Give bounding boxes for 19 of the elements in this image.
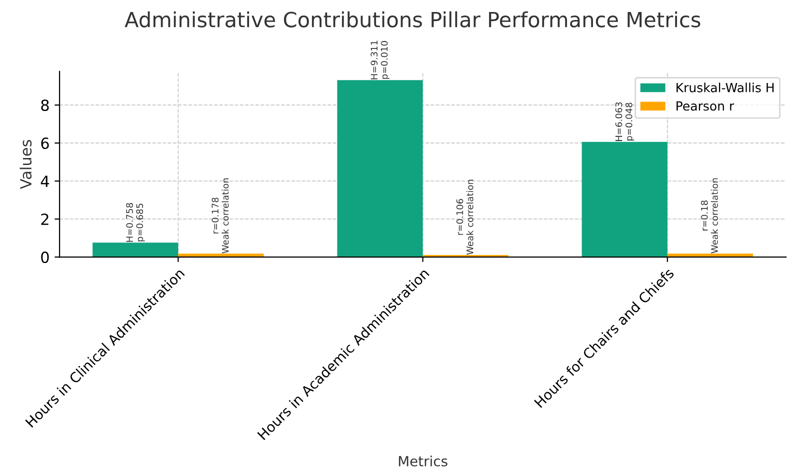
legend-label: Kruskal-Wallis H [676, 82, 774, 92]
y-tick-label: 8 [41, 99, 49, 112]
y-tick-label: 0 [41, 252, 49, 264]
y-axis-title: Values [20, 140, 32, 190]
data-label: H=0.758 p=0.685 [126, 203, 145, 242]
data-label: H=6.063 p=0.048 [615, 102, 634, 141]
data-label: H=9.311 p=0.010 [370, 40, 390, 80]
chart-title: Administrative Contributions Pillar Performance Metrics [124, 11, 700, 28]
y-tick-label: 6 [41, 138, 49, 150]
x-axis-title: Metrics [398, 456, 448, 466]
legend-label: Pearson r [676, 101, 734, 111]
bar [337, 80, 423, 258]
bar [92, 242, 178, 258]
bar [582, 142, 668, 258]
y-tick-label: 2 [41, 214, 48, 225]
data-label: r=0.18 Weak correlation [700, 178, 718, 254]
data-label: r=0.106 Weak correlation [456, 180, 474, 255]
data-label: r=0.178 Weak correlation [212, 178, 229, 254]
y-tick-label: 4 [40, 176, 49, 187]
